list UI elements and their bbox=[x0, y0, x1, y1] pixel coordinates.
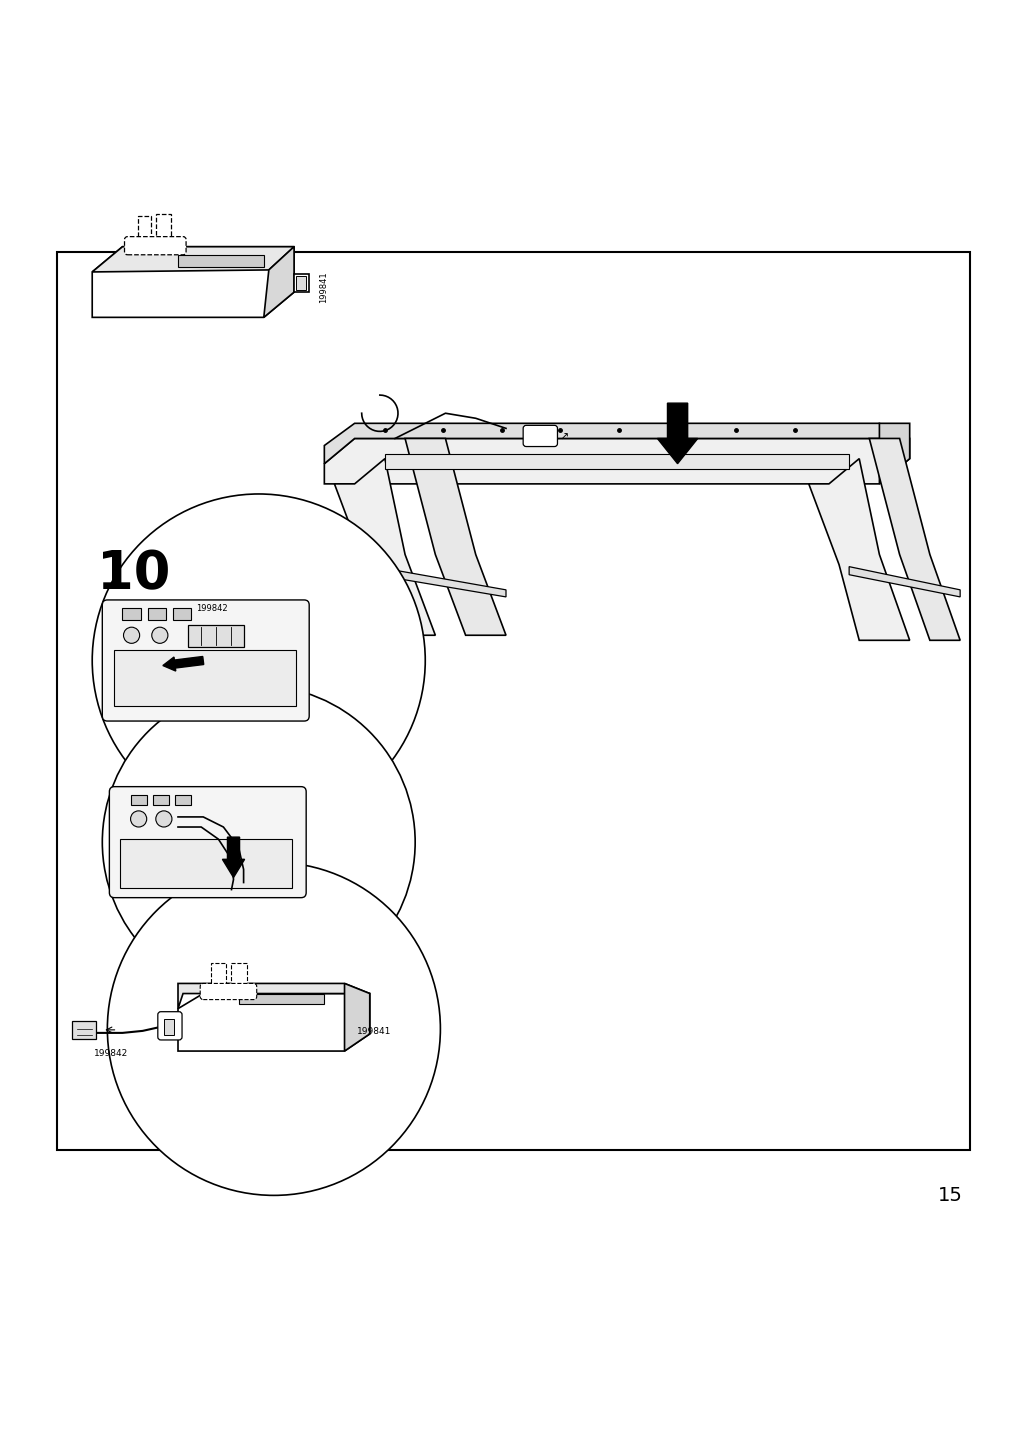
Bar bbox=[122, 609, 141, 620]
Circle shape bbox=[156, 811, 172, 828]
Text: 199842: 199842 bbox=[94, 1050, 128, 1058]
Bar bbox=[178, 255, 264, 266]
Circle shape bbox=[130, 811, 147, 828]
Bar bbox=[114, 650, 296, 706]
Circle shape bbox=[92, 494, 425, 828]
Bar bbox=[148, 609, 166, 620]
Polygon shape bbox=[848, 567, 959, 597]
Bar bbox=[239, 994, 324, 1004]
FancyBboxPatch shape bbox=[523, 425, 557, 447]
Polygon shape bbox=[178, 994, 369, 1051]
Circle shape bbox=[107, 862, 440, 1196]
Polygon shape bbox=[808, 458, 909, 640]
Polygon shape bbox=[324, 438, 909, 484]
Bar bbox=[120, 839, 292, 888]
Polygon shape bbox=[264, 246, 294, 318]
Polygon shape bbox=[92, 246, 294, 272]
Circle shape bbox=[102, 686, 415, 998]
Bar bbox=[175, 795, 191, 805]
Bar bbox=[211, 964, 226, 994]
Text: 15: 15 bbox=[937, 1186, 961, 1204]
Circle shape bbox=[152, 627, 168, 643]
Text: 199841: 199841 bbox=[356, 1027, 390, 1035]
Text: 199842: 199842 bbox=[196, 604, 227, 613]
Text: ↗: ↗ bbox=[559, 432, 568, 442]
Bar bbox=[130, 795, 147, 805]
Bar bbox=[153, 795, 169, 805]
Polygon shape bbox=[374, 567, 506, 597]
Polygon shape bbox=[324, 424, 909, 464]
FancyArrow shape bbox=[163, 656, 203, 672]
FancyBboxPatch shape bbox=[200, 984, 257, 1000]
FancyBboxPatch shape bbox=[158, 1011, 182, 1040]
Polygon shape bbox=[384, 454, 848, 468]
Bar bbox=[296, 276, 306, 291]
Polygon shape bbox=[879, 424, 909, 484]
Polygon shape bbox=[188, 626, 244, 647]
Polygon shape bbox=[344, 984, 369, 1051]
Polygon shape bbox=[72, 1021, 96, 1040]
Circle shape bbox=[123, 627, 140, 643]
Text: 199841: 199841 bbox=[319, 271, 328, 304]
FancyArrow shape bbox=[222, 838, 245, 878]
Bar bbox=[173, 609, 191, 620]
Polygon shape bbox=[868, 438, 959, 640]
FancyArrow shape bbox=[657, 404, 697, 464]
FancyBboxPatch shape bbox=[102, 600, 309, 722]
FancyBboxPatch shape bbox=[124, 236, 186, 255]
Polygon shape bbox=[404, 438, 506, 636]
FancyBboxPatch shape bbox=[109, 786, 306, 898]
Polygon shape bbox=[334, 458, 435, 636]
Text: 10: 10 bbox=[97, 548, 171, 600]
Bar bbox=[57, 252, 970, 1150]
Polygon shape bbox=[92, 246, 294, 318]
Bar bbox=[164, 1018, 174, 1035]
Polygon shape bbox=[294, 274, 309, 292]
Polygon shape bbox=[178, 984, 369, 1008]
Bar bbox=[232, 964, 247, 994]
